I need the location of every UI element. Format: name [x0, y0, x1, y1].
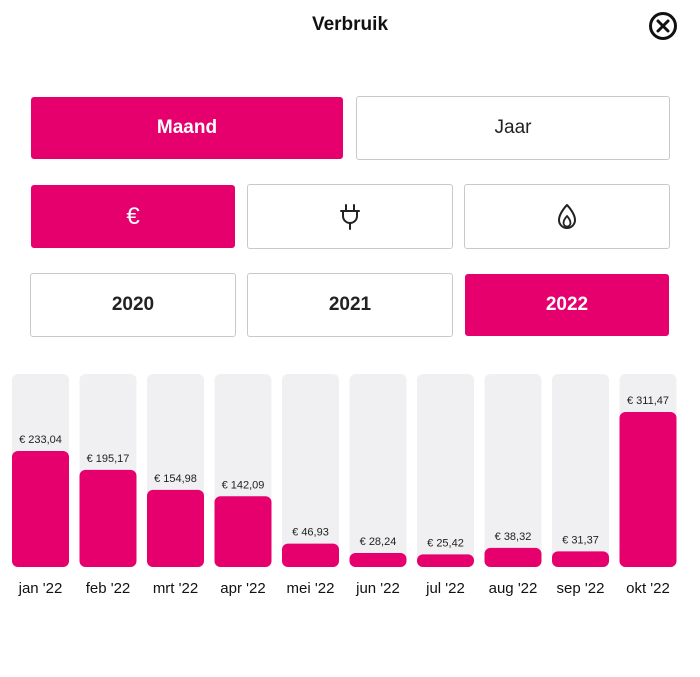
bar-track — [214, 374, 272, 567]
type-euro-button[interactable]: € — [31, 185, 235, 248]
year-2021-button[interactable]: 2021 — [247, 273, 453, 337]
close-icon[interactable] — [648, 11, 678, 41]
bar[interactable] — [417, 554, 474, 567]
bar-value-label: € 154,98 — [154, 473, 197, 485]
bar-track — [282, 374, 339, 567]
bar[interactable] — [484, 547, 542, 567]
bar-track — [79, 374, 137, 567]
period-maand-button[interactable]: Maand — [31, 97, 343, 159]
x-tick-label: okt '22 — [626, 580, 670, 597]
bar[interactable] — [147, 489, 204, 567]
bar-track — [147, 374, 204, 567]
year-2021-label: 2021 — [328, 294, 372, 315]
bar-value-label: € 38,32 — [495, 531, 532, 543]
euro-icon: € — [126, 202, 140, 230]
period-jaar-label: Jaar — [494, 117, 532, 138]
type-gas-button[interactable] — [464, 184, 670, 249]
x-tick-label: jun '22 — [355, 580, 400, 597]
year-2020-label: 2020 — [111, 294, 155, 315]
bar-track — [12, 374, 69, 567]
x-tick-label: mrt '22 — [153, 580, 198, 597]
page-title: Verbruik — [311, 14, 389, 35]
gas-flame-icon — [558, 203, 576, 229]
year-2022-label: 2022 — [545, 294, 589, 315]
x-tick-label: feb '22 — [86, 580, 131, 597]
bar-track — [484, 374, 542, 567]
x-tick-label: aug '22 — [489, 580, 538, 597]
year-2022-button[interactable]: 2022 — [465, 274, 669, 336]
bar-value-label: € 46,93 — [292, 527, 329, 539]
bar[interactable] — [349, 552, 407, 567]
bar[interactable] — [282, 543, 339, 567]
bar-track — [619, 374, 677, 567]
bar-value-label: € 142,09 — [222, 479, 265, 491]
bar-value-label: € 31,37 — [562, 534, 599, 546]
bar[interactable] — [12, 451, 69, 567]
bar-value-label: € 28,24 — [360, 536, 397, 548]
type-electricity-button[interactable] — [247, 184, 453, 249]
electricity-plug-icon — [340, 203, 360, 230]
bar-value-label: € 311,47 — [627, 395, 669, 407]
bar-track — [552, 374, 609, 567]
bar[interactable] — [79, 469, 137, 567]
x-tick-label: apr '22 — [220, 580, 265, 597]
x-tick-label: jul '22 — [425, 580, 465, 597]
x-tick-label: mei '22 — [287, 580, 335, 597]
x-tick-label: jan '22 — [18, 580, 63, 597]
year-2020-button[interactable]: 2020 — [30, 273, 236, 337]
bar[interactable] — [619, 412, 677, 567]
bar-track — [349, 374, 407, 567]
bar[interactable] — [214, 496, 272, 567]
bar-value-label: € 25,42 — [427, 537, 464, 549]
period-maand-label: Maand — [156, 117, 218, 138]
bar[interactable] — [552, 551, 609, 567]
bar-track — [417, 374, 474, 567]
bar-value-label: € 233,04 — [19, 434, 62, 446]
period-jaar-button[interactable]: Jaar — [356, 96, 670, 160]
x-tick-label: sep '22 — [557, 580, 605, 597]
bar-value-label: € 195,17 — [87, 453, 130, 465]
